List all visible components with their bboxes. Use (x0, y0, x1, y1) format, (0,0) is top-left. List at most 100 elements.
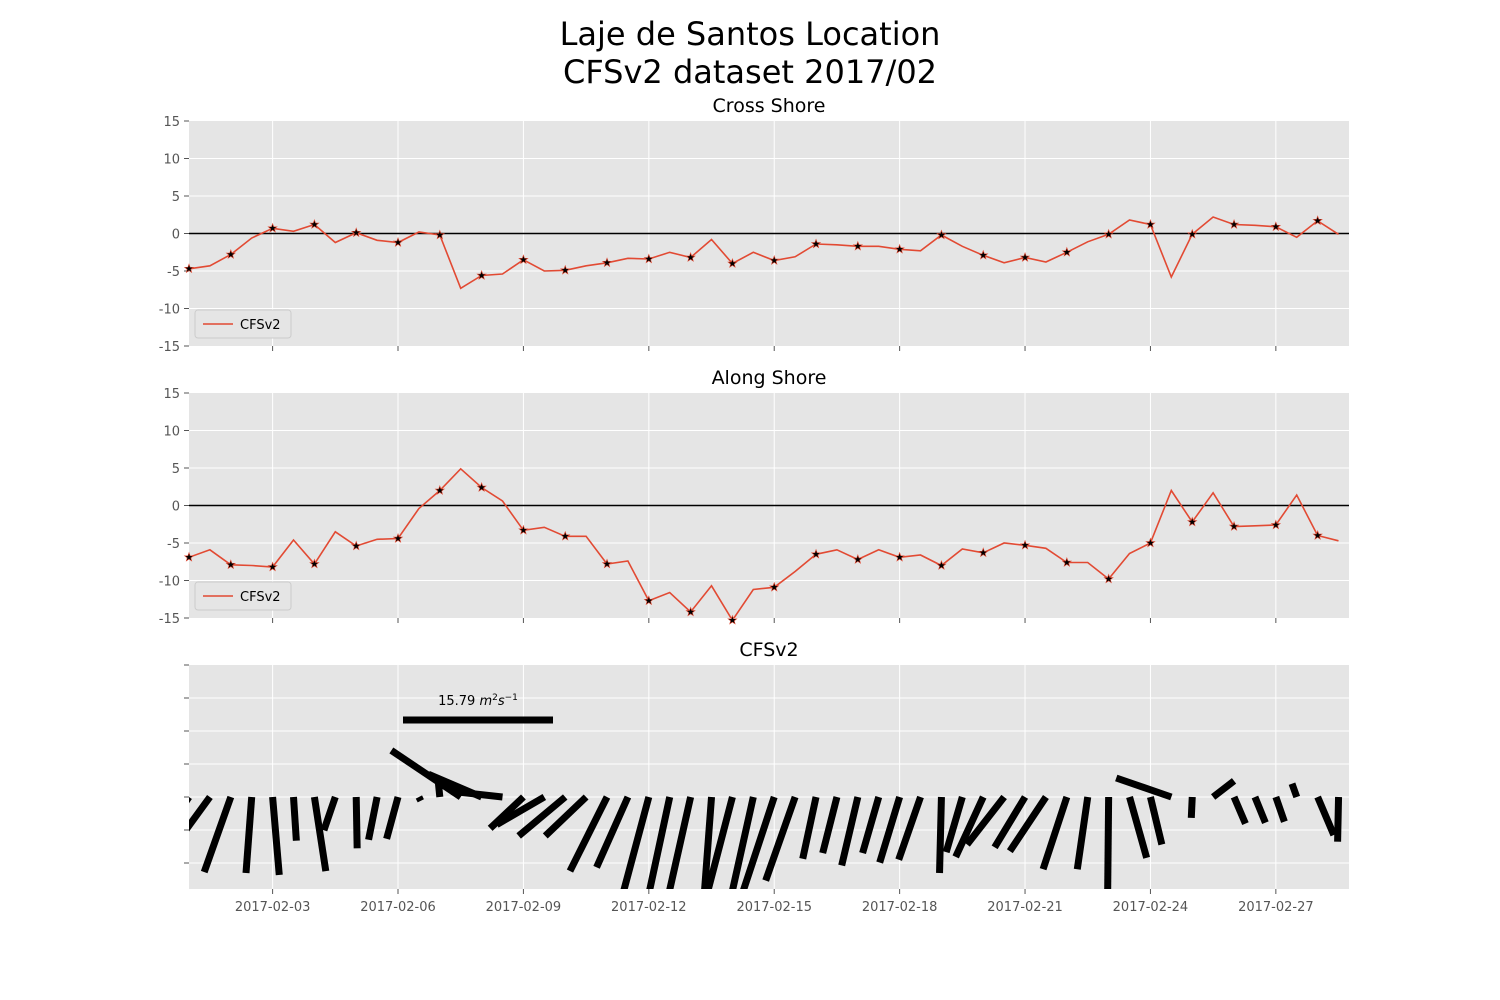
x-tick-label: 2017-02-12 (611, 900, 687, 915)
day-marker (1228, 521, 1240, 531)
wind-stick (1126, 796, 1151, 859)
y-tick-label: -5 (167, 265, 180, 280)
wind-stick (1288, 782, 1301, 799)
wind-stick (620, 796, 653, 889)
wind-stick (1211, 778, 1237, 800)
quiver-key-unit: s (498, 694, 505, 709)
day-marker (309, 219, 320, 229)
wind-stick (1073, 796, 1092, 870)
y-tick-label: -10 (159, 303, 180, 318)
wind-stick (450, 787, 503, 801)
wind-stick (729, 796, 757, 889)
wind-stick (964, 794, 1007, 847)
y-tick-label: 10 (163, 153, 180, 168)
day-marker (267, 222, 278, 233)
day-marker (1312, 530, 1323, 540)
y-tick-label: 0 (172, 228, 180, 243)
wind-stick (991, 795, 1029, 850)
day-marker (601, 257, 613, 268)
wind-stick (1314, 795, 1338, 837)
x-tick-label: 2017-02-09 (486, 900, 562, 915)
wind-stick (876, 795, 903, 864)
wind-stick (415, 795, 424, 803)
wind-stick (189, 797, 192, 804)
day-marker (727, 258, 738, 268)
day-marker (978, 249, 989, 260)
legend-label: CFSv2 (240, 590, 281, 605)
wind-stick (269, 796, 283, 876)
stick-group (189, 747, 1343, 889)
day-marker (225, 559, 237, 570)
wind-stick (936, 796, 945, 874)
wind-stick (383, 796, 402, 840)
y-tick-label: -5 (167, 537, 180, 552)
wind-stick (819, 796, 841, 854)
wind-stick (189, 794, 213, 832)
wind-stick (1334, 796, 1343, 842)
legend-box (194, 309, 292, 339)
wind-stick (389, 747, 463, 800)
day-marker (309, 558, 320, 569)
wind-stick (1147, 796, 1166, 846)
wind-stick (352, 796, 361, 849)
y-tick-label: -15 (159, 340, 180, 355)
day-marker (769, 581, 780, 592)
day-marker (685, 606, 696, 617)
y-tick-label: 15 (163, 115, 180, 130)
day-marker (392, 237, 404, 247)
quiver-key-unit: m (479, 694, 492, 709)
y-tick-label: 10 (163, 425, 180, 440)
wind-stick (310, 796, 330, 872)
wind-stick (495, 793, 547, 828)
wind-stick (701, 796, 716, 889)
wind-stick (646, 796, 674, 889)
day-marker (476, 482, 487, 492)
day-marker (1187, 516, 1198, 527)
day-marker (685, 252, 696, 262)
x-tick-label: 2017-02-18 (862, 900, 938, 915)
quiver-key-unit-exp: 2 (492, 693, 498, 703)
day-marker (936, 560, 947, 570)
day-marker (1228, 219, 1240, 229)
day-marker (1019, 252, 1031, 262)
x-tick-label: 2017-02-15 (736, 900, 812, 915)
stick-vector-panel: CFSv2 15.79 m2s−1 2017-02-03 2017-02-06 2017… (184, 639, 1349, 915)
y-tick-label: 0 (172, 500, 180, 515)
day-marker (476, 270, 487, 280)
y-tick-label: 5 (172, 190, 180, 205)
wind-stick (1104, 796, 1113, 889)
day-marker (727, 614, 738, 625)
day-marker (183, 551, 195, 562)
wind-stick (666, 796, 695, 889)
y-tick-label: 15 (163, 387, 180, 402)
wind-stick (242, 796, 256, 874)
wind-stick (566, 795, 611, 873)
day-marker (769, 255, 780, 265)
wind-stick (704, 796, 736, 889)
day-marker (183, 263, 195, 274)
day-marker (434, 485, 446, 495)
day-marker (936, 229, 947, 240)
day-marker (1145, 219, 1156, 229)
cross-shore-panel: Cross Shore -15 -10 -5 0 5 10 15 CFSv2 (159, 95, 1349, 355)
wind-stick (200, 795, 235, 874)
day-marker (1270, 519, 1282, 530)
wind-stick (1039, 795, 1071, 871)
y-tick-label: 5 (172, 462, 180, 477)
wind-stick (838, 796, 862, 867)
day-marker (518, 524, 529, 535)
quiver-key-unit-exp: −1 (505, 693, 518, 703)
wind-stick (895, 795, 924, 861)
day-marker (1103, 573, 1114, 584)
wind-stick (1251, 795, 1269, 824)
day-marker (601, 558, 613, 569)
panel-title: Cross Shore (713, 95, 826, 117)
wind-stick (542, 794, 589, 839)
along-shore-panel: Along Shore -15 -10 -5 0 5 10 15 CFSv2 (159, 367, 1349, 627)
wind-stick (365, 796, 381, 841)
x-tick-label: 2017-02-21 (987, 900, 1063, 915)
day-marker (852, 554, 864, 564)
wind-stick (1187, 796, 1196, 819)
day-marker (350, 227, 362, 238)
